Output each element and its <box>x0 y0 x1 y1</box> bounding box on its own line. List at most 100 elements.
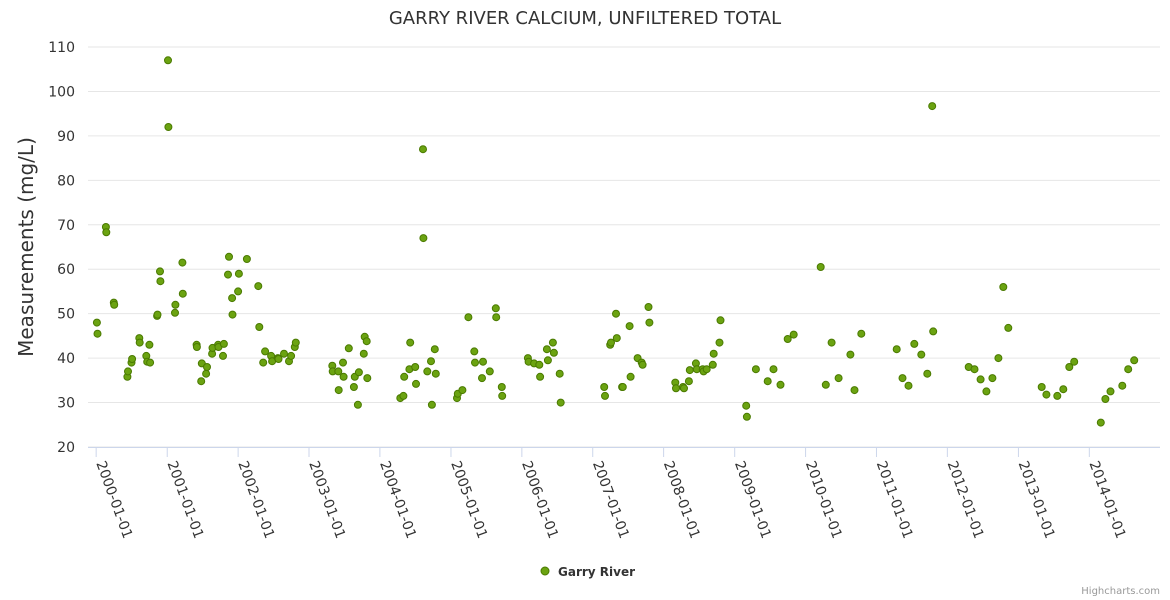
data-point[interactable] <box>1059 385 1068 394</box>
data-point[interactable] <box>769 365 778 374</box>
data-point[interactable] <box>917 350 926 359</box>
data-point[interactable] <box>776 380 785 389</box>
data-point[interactable] <box>192 343 201 351</box>
data-point[interactable] <box>684 377 693 386</box>
data-point[interactable] <box>431 369 440 378</box>
data-point[interactable] <box>458 386 467 395</box>
data-point[interactable] <box>1053 391 1062 400</box>
data-point[interactable] <box>287 351 296 360</box>
data-point[interactable] <box>280 349 288 358</box>
data-point[interactable] <box>1118 381 1127 390</box>
data-point[interactable] <box>234 269 243 278</box>
data-point[interactable] <box>612 334 621 343</box>
data-point[interactable] <box>536 372 545 381</box>
data-point[interactable] <box>1065 363 1074 371</box>
data-point[interactable] <box>742 401 751 410</box>
data-point[interactable] <box>164 56 172 65</box>
legend[interactable]: Garry River <box>540 565 635 579</box>
data-point[interactable] <box>751 365 760 374</box>
data-point[interactable] <box>102 228 111 237</box>
data-point[interactable] <box>1101 395 1110 403</box>
data-point[interactable] <box>556 398 565 407</box>
data-point[interactable] <box>1124 365 1133 374</box>
data-point[interactable] <box>399 391 408 400</box>
data-point[interactable] <box>783 335 792 343</box>
data-point[interactable] <box>618 383 627 391</box>
data-point[interactable] <box>638 360 647 369</box>
data-point[interactable] <box>334 386 343 395</box>
data-point[interactable] <box>708 360 717 369</box>
data-point[interactable] <box>929 327 938 336</box>
data-point[interactable] <box>128 355 137 363</box>
data-point[interactable] <box>846 350 855 359</box>
data-point[interactable] <box>702 365 711 374</box>
data-point[interactable] <box>478 374 486 383</box>
data-point[interactable] <box>259 358 268 367</box>
data-point[interactable] <box>1096 418 1105 427</box>
data-point[interactable] <box>1130 356 1139 365</box>
data-point[interactable] <box>406 338 415 347</box>
data-point[interactable] <box>680 384 688 393</box>
data-point[interactable] <box>339 372 348 381</box>
data-point[interactable] <box>543 356 552 365</box>
data-point[interactable] <box>672 384 680 393</box>
data-point[interactable] <box>1042 390 1051 399</box>
data-point[interactable] <box>202 369 211 378</box>
data-point[interactable] <box>999 283 1008 291</box>
data-point[interactable] <box>601 391 609 400</box>
data-point[interactable] <box>225 252 233 261</box>
data-point[interactable] <box>644 303 653 311</box>
data-point[interactable] <box>93 329 102 338</box>
data-point[interactable] <box>763 377 772 386</box>
data-point[interactable] <box>92 318 101 327</box>
data-point[interactable] <box>834 374 843 383</box>
data-point[interactable] <box>471 358 479 367</box>
data-point[interactable] <box>228 294 237 303</box>
data-point[interactable] <box>146 358 155 367</box>
data-point[interactable] <box>904 381 913 390</box>
data-point[interactable] <box>485 367 494 376</box>
data-point[interactable] <box>228 310 237 319</box>
data-point[interactable] <box>625 322 634 331</box>
data-point[interactable] <box>353 400 362 409</box>
data-point[interactable] <box>970 365 979 374</box>
data-point[interactable] <box>178 258 187 267</box>
data-point[interactable] <box>400 372 409 381</box>
data-point[interactable] <box>124 367 132 376</box>
data-point[interactable] <box>709 349 718 358</box>
data-point[interactable] <box>607 338 615 347</box>
data-point[interactable] <box>827 338 836 347</box>
data-point[interactable] <box>542 345 551 354</box>
data-point[interactable] <box>255 323 264 331</box>
data-point[interactable] <box>164 123 173 131</box>
data-point[interactable] <box>715 338 724 347</box>
data-point[interactable] <box>491 304 500 313</box>
data-point[interactable] <box>600 383 609 391</box>
data-point[interactable] <box>857 329 866 338</box>
data-point[interactable] <box>988 374 997 383</box>
data-point[interactable] <box>423 367 432 376</box>
data-point[interactable] <box>892 345 901 354</box>
data-point[interactable] <box>412 379 420 388</box>
data-point[interactable] <box>171 308 179 317</box>
data-point[interactable] <box>145 340 154 349</box>
credits-link[interactable]: Highcharts.com <box>1081 586 1160 597</box>
data-point[interactable] <box>344 344 353 353</box>
data-point[interactable] <box>153 310 162 319</box>
data-point[interactable] <box>291 338 300 347</box>
data-point[interactable] <box>535 360 544 369</box>
data-point[interactable] <box>464 313 473 322</box>
data-point[interactable] <box>254 282 263 291</box>
data-point[interactable] <box>910 339 919 348</box>
data-point[interactable] <box>492 313 501 322</box>
data-point[interactable] <box>976 375 985 384</box>
data-point[interactable] <box>789 330 798 339</box>
data-point[interactable] <box>1037 383 1046 391</box>
data-point[interactable] <box>626 372 635 381</box>
data-point[interactable] <box>411 363 420 371</box>
data-point[interactable] <box>923 369 932 378</box>
data-point[interactable] <box>548 338 557 347</box>
data-point[interactable] <box>816 263 825 271</box>
data-point[interactable] <box>645 318 654 327</box>
data-point[interactable] <box>363 374 372 383</box>
